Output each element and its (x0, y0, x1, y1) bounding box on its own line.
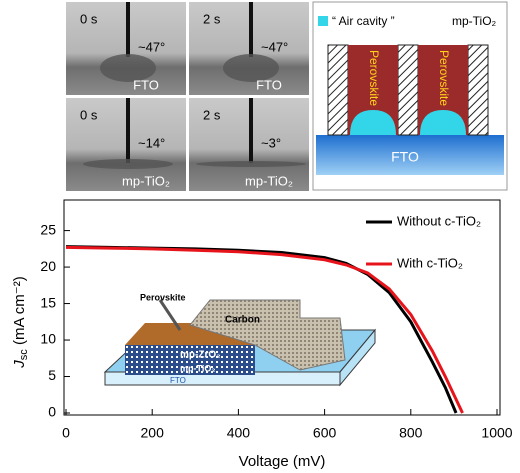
photo-substrate: mp-TiO₂ (122, 173, 170, 188)
y-tick-label: 15 (40, 294, 56, 310)
needle (126, 2, 130, 57)
y-axis-label: Jsc (mA cm⁻²) (11, 276, 30, 368)
droplet (100, 54, 156, 82)
fto-label: FTO (391, 149, 419, 165)
photo-angle: ~47° (261, 39, 288, 54)
y-tick-label: 5 (48, 367, 56, 383)
dropper (158, 299, 182, 331)
photo-angle: ~47° (138, 39, 165, 54)
y-label-part: (mA cm⁻²) (11, 276, 28, 349)
mp-label: mp-TiO₂ (452, 14, 497, 28)
pillar (327, 44, 349, 136)
droplet (223, 54, 279, 82)
legend-label: With c-TiO₂ (397, 255, 463, 270)
y-label-part: J (11, 360, 28, 369)
air-swatch (318, 16, 328, 26)
photo-substrate: mp-TiO₂ (245, 173, 293, 188)
fto-layer (316, 135, 504, 175)
inset-label: mp-TiO₂ (180, 363, 215, 373)
plot-frame (63, 199, 501, 416)
y-tick-label: 0 (48, 404, 56, 420)
photo-time: 0 s (80, 107, 98, 122)
x-tick-label: 0 (62, 425, 70, 441)
y-label-part: sc (18, 349, 30, 361)
y-tick-label: 25 (40, 221, 56, 237)
photo-time: 2 s (203, 11, 221, 26)
column-label: Perovskite (367, 50, 381, 106)
x-tick-label: 200 (141, 425, 165, 441)
photo-time: 0 s (80, 11, 98, 26)
inset-layers (125, 345, 255, 375)
inset: Perovskite Carbon mp-ZrO₂ mp-TiO₂ FTO (103, 292, 377, 387)
x-tick-label: 600 (313, 425, 337, 441)
photo-time: 2 s (203, 107, 221, 122)
x-tick-label: 400 (227, 425, 251, 441)
inset-carbon (189, 299, 346, 371)
photo-substrate: FTO (133, 77, 159, 92)
air-label: “ Air cavity ” (332, 14, 395, 28)
x-tick-label: 1000 (481, 425, 512, 441)
inset-plate-edge (339, 328, 376, 387)
y-tick-label: 20 (40, 258, 56, 274)
photo-grid: 0 s ~47° FTO 2 s ~47° FTO 0 s ~14° mp-TiO₂ 2 s ~3°… (66, 2, 309, 191)
droplet (196, 161, 306, 167)
legend-label: Without c-TiO₂ (397, 213, 481, 228)
inset-label: FTO (170, 376, 186, 385)
pillar (467, 44, 489, 136)
pillar (397, 44, 419, 136)
inset-label: Perovskite (140, 292, 186, 302)
schematic: “ Air cavity ” mp-TiO₂ FTO Perovskite Pe… (312, 1, 508, 191)
inset-label: Carbon (225, 315, 260, 326)
needle (249, 2, 253, 57)
x-axis-label: Voltage (mV) (239, 453, 326, 470)
photo-angle: ~3° (261, 135, 281, 150)
curve (65, 245, 464, 414)
air-cavity (350, 110, 396, 135)
column-label: Perovskite (437, 50, 451, 106)
needle (126, 98, 130, 163)
x-tick-label: 800 (399, 425, 423, 441)
droplet (83, 159, 173, 169)
air-cavity (420, 110, 466, 135)
photo-substrate: FTO (256, 77, 282, 92)
y-tick-label: 10 (40, 331, 56, 347)
photo-angle: ~14° (138, 135, 165, 150)
needle (249, 98, 253, 163)
inset-label: mp-ZrO₂ (180, 350, 221, 361)
